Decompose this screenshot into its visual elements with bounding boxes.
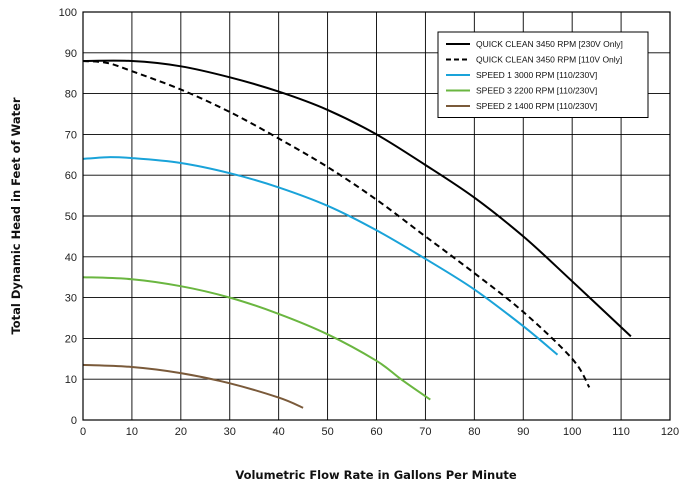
x-tick-label: 80 xyxy=(468,426,480,438)
x-tick-label: 40 xyxy=(273,426,285,438)
x-tick-label: 20 xyxy=(175,426,187,438)
x-axis-title: Volumetric Flow Rate in Gallons Per Minu… xyxy=(235,468,517,482)
y-tick-label: 0 xyxy=(71,415,77,427)
x-tick-label: 120 xyxy=(661,426,679,438)
series-line-3 xyxy=(82,276,431,401)
series-line-2 xyxy=(82,156,559,356)
x-tick-label: 90 xyxy=(517,426,529,438)
x-tick-label: 10 xyxy=(126,426,138,438)
series-line-4 xyxy=(82,363,304,409)
legend-label-4: SPEED 2 1400 RPM [110/230V] xyxy=(476,101,597,111)
x-tick-label: 0 xyxy=(80,426,86,438)
x-tick-label: 70 xyxy=(419,426,431,438)
y-tick-label: 70 xyxy=(65,129,77,141)
y-tick-label: 90 xyxy=(65,48,77,60)
y-tick-label: 10 xyxy=(65,374,77,386)
x-tick-label: 110 xyxy=(612,426,630,438)
legend-label-3: SPEED 3 2200 RPM [110/230V] xyxy=(476,86,597,96)
plot-frame xyxy=(82,11,671,421)
series-line-1 xyxy=(82,60,591,388)
y-tick-label: 50 xyxy=(65,211,77,223)
y-tick-label: 30 xyxy=(65,293,77,305)
y-tick-label: 40 xyxy=(65,252,77,264)
x-tick-labels: 0 10 20 30 40 50 60 70 80 90 100 110 120 xyxy=(80,426,679,438)
x-tick-label: 100 xyxy=(563,426,581,438)
y-tick-labels: 0 10 20 30 40 50 60 70 80 90 100 xyxy=(59,7,77,427)
series-lines xyxy=(82,59,632,409)
y-axis-title: Total Dynamic Head in Feet of Water xyxy=(9,97,23,334)
legend-box xyxy=(437,31,649,118)
legend-label-0: QUICK CLEAN 3450 RPM [230V Only] xyxy=(476,39,623,49)
x-tick-label: 50 xyxy=(321,426,333,438)
legend-label-1: QUICK CLEAN 3450 RPM [110V Only] xyxy=(476,55,622,65)
x-tick-label: 60 xyxy=(370,426,382,438)
y-tick-label: 20 xyxy=(65,333,77,345)
legend: QUICK CLEAN 3450 RPM [230V Only] QUICK CL… xyxy=(437,31,649,118)
y-tick-label: 80 xyxy=(65,89,77,101)
series-line-0 xyxy=(82,59,632,338)
y-tick-label: 60 xyxy=(65,170,77,182)
y-tick-label: 100 xyxy=(59,7,77,19)
x-tick-label: 30 xyxy=(224,426,236,438)
legend-label-2: SPEED 1 3000 RPM [110/230V] xyxy=(476,70,597,80)
